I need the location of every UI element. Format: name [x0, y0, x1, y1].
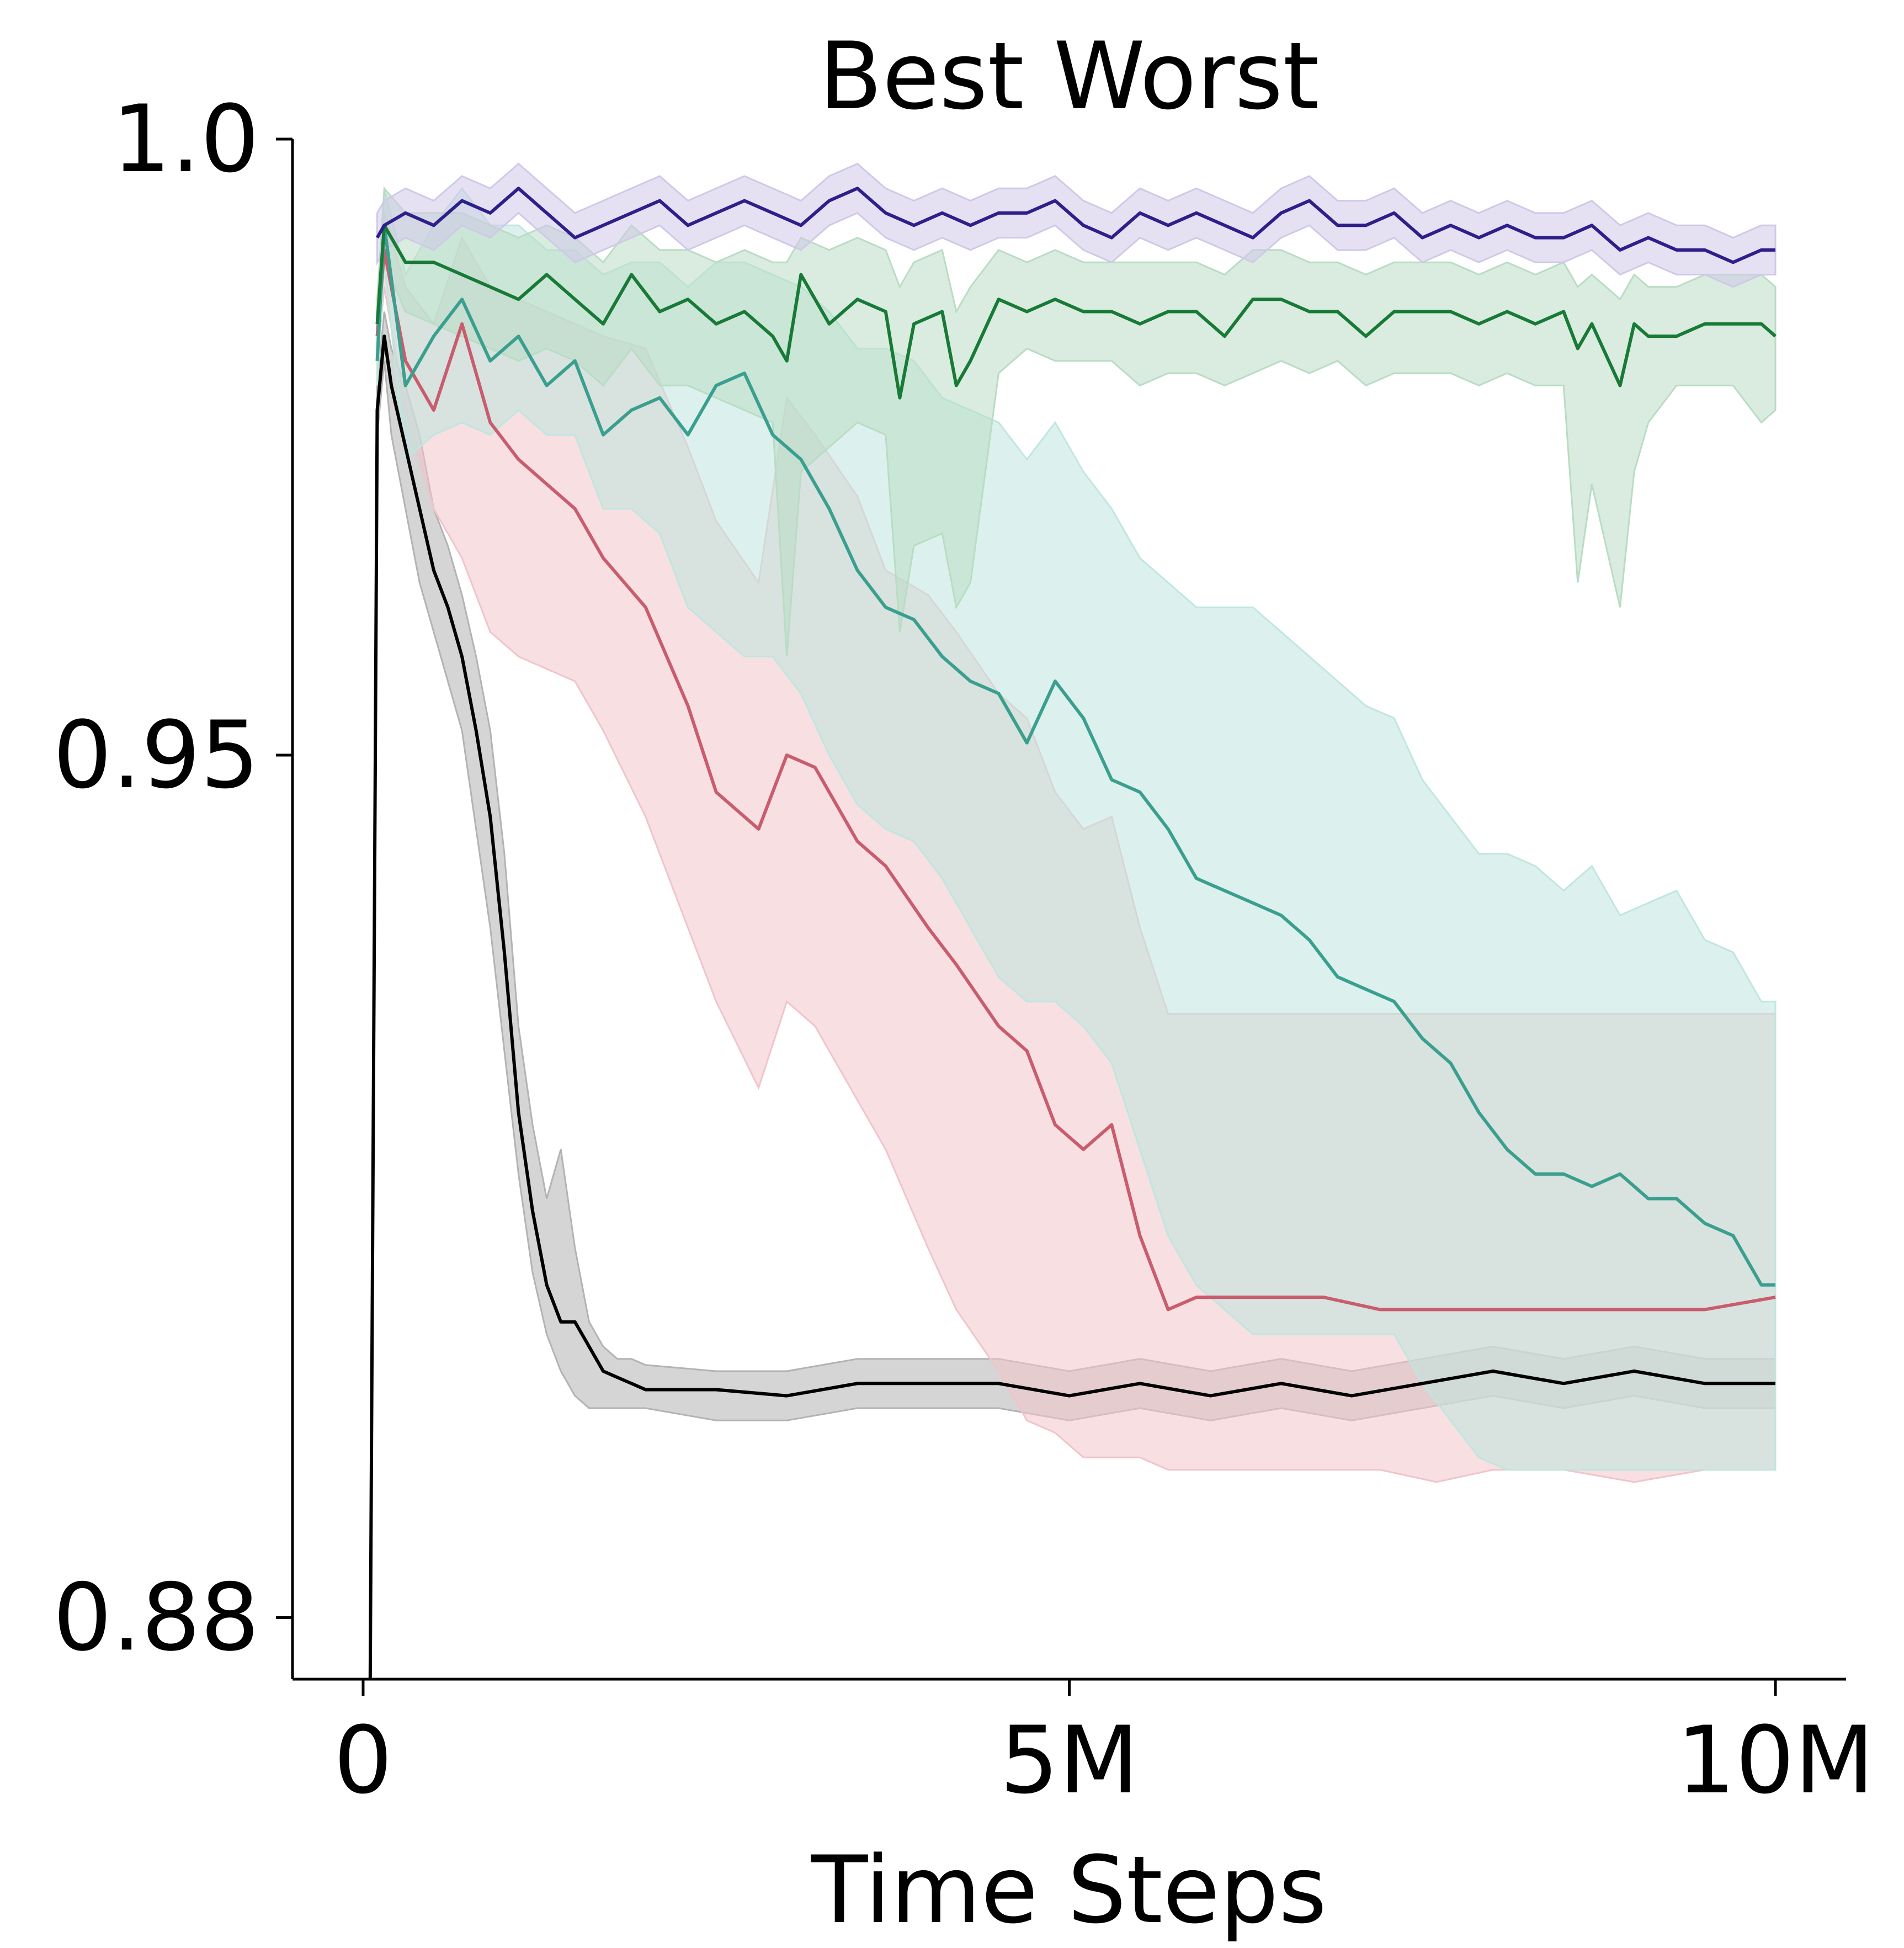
x-tick-label: 0	[334, 1706, 393, 1814]
x-tick-label: 5M	[1000, 1706, 1139, 1814]
x-tick-label: 10M	[1677, 1706, 1875, 1814]
series-1-line	[368, 335, 1775, 1680]
axis-ticks: 0.88 0.95 1.0 0 5M 10M	[53, 85, 1874, 1814]
x-axis-title: Time Steps	[811, 1836, 1327, 1944]
confidence-bands	[369, 162, 1777, 1680]
series-3-line	[375, 224, 1775, 1287]
series-5-line	[375, 187, 1775, 264]
y-tick-label: 1.0	[112, 85, 259, 193]
series-2-line	[375, 248, 1776, 1312]
chart-title: Best Worst	[819, 22, 1320, 130]
series-5-band	[376, 162, 1777, 288]
series-4-line	[375, 224, 1777, 400]
y-tick-label: 0.95	[53, 701, 259, 809]
series-lines	[368, 187, 1777, 1680]
y-tick-label: 0.88	[53, 1563, 259, 1671]
series-4-band	[376, 186, 1777, 657]
